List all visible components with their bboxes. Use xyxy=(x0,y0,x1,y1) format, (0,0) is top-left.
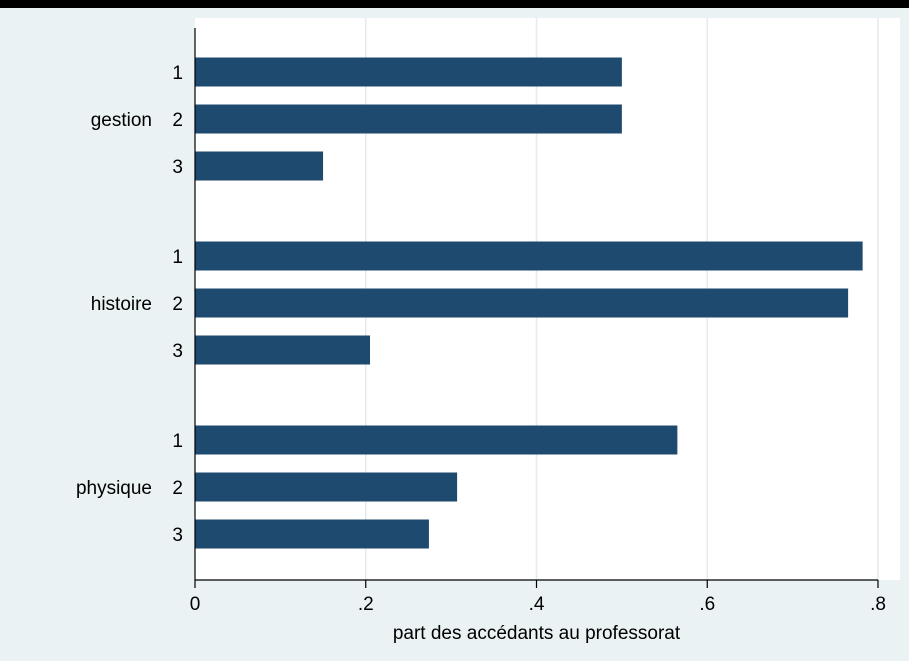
x-tick-label: .6 xyxy=(699,594,715,615)
bar-histoire-1 xyxy=(195,241,863,271)
group-label-gestion: gestion xyxy=(91,110,152,131)
category-labels: 1 2 3 gestion 1 2 3 histoire 1 2 3 physique xyxy=(76,63,183,546)
bar-label: 2 xyxy=(172,478,183,499)
bar-physique-2 xyxy=(195,472,458,502)
bar-label: 1 xyxy=(172,63,183,84)
bars xyxy=(195,57,863,549)
bar-label: 1 xyxy=(172,247,183,268)
bar-gestion-2 xyxy=(195,104,622,134)
top-border xyxy=(0,0,909,8)
bar-label: 3 xyxy=(172,341,183,362)
bar-physique-3 xyxy=(195,519,429,549)
x-tick-label: .4 xyxy=(529,594,545,615)
x-tick-label: .2 xyxy=(358,594,374,615)
bar-gestion-1 xyxy=(195,57,622,87)
x-tick-label: 0 xyxy=(190,594,201,615)
bar-physique-1 xyxy=(195,425,678,455)
x-tick-label: .8 xyxy=(870,594,886,615)
bar-label: 3 xyxy=(172,157,183,178)
x-axis-title: part des accédants au professorat xyxy=(393,623,681,644)
bar-histoire-3 xyxy=(195,335,371,365)
bar-label: 1 xyxy=(172,431,183,452)
bar-label: 2 xyxy=(172,294,183,315)
bar-label: 2 xyxy=(172,110,183,131)
group-label-physique: physique xyxy=(76,478,152,499)
bar-gestion-3 xyxy=(195,151,324,181)
axes: 0 .2 .4 .6 .8 xyxy=(190,28,886,615)
bar-label: 3 xyxy=(172,525,183,546)
bar-histoire-2 xyxy=(195,288,849,318)
group-label-histoire: histoire xyxy=(91,294,152,315)
